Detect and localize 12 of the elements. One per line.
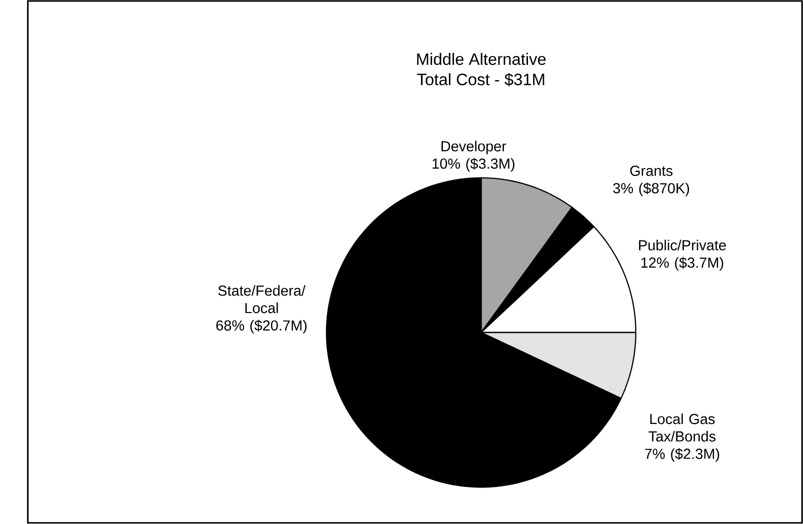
slice-label: State/Federa/ Local: [218, 285, 306, 314]
slice-label: Grants: [630, 166, 672, 176]
chart-subtitle: Total Cost - $31M: [417, 73, 544, 86]
slice-label: Public/Private: [639, 240, 726, 250]
data-label: 7% ($2.3M): [645, 448, 720, 462]
data-label: 3% ($870K): [613, 182, 690, 196]
slice-label: Developer: [442, 140, 506, 154]
data-label: 10% ($3.3M): [432, 158, 514, 172]
data-label: 68% ($20.7M): [216, 320, 307, 334]
data-label: 12% ($3.7M): [641, 256, 724, 271]
chart-title: Middle Alternative: [417, 52, 546, 66]
slice-label: Local Gas Tax/Bonds: [648, 414, 716, 442]
